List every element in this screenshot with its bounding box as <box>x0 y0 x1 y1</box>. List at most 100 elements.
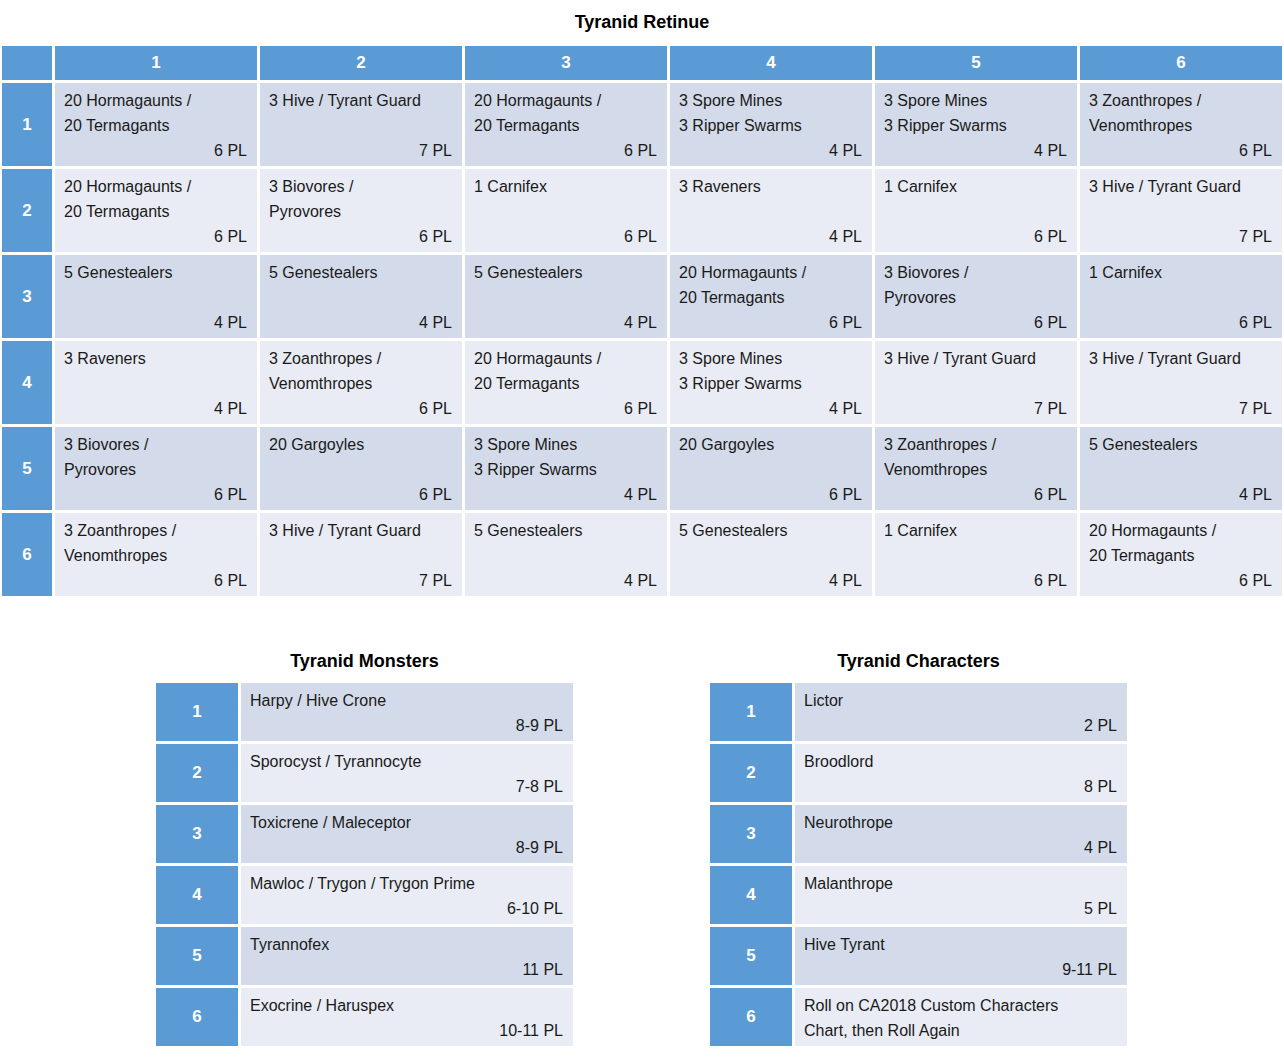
pl-value: 6 PL <box>1034 484 1067 506</box>
pl-value: 6 PL <box>419 398 452 420</box>
unit-name: 3 Spore Mines 3 Ripper Swarms <box>465 427 667 482</box>
monsters-roll-header-4: 4 <box>156 866 238 924</box>
pl-value: 4 PL <box>214 312 247 334</box>
pl-value: 6 PL <box>419 484 452 506</box>
retinue-cell-r3-c6: 1 Carnifex6 PL <box>1080 255 1282 338</box>
pl-value: 6 PL <box>624 140 657 162</box>
monsters-roll-header-6: 6 <box>156 988 238 1046</box>
pl-value: 4 PL <box>1084 837 1117 859</box>
pl-value: 7 PL <box>1239 398 1272 420</box>
retinue-cell-r1-c5: 3 Spore Mines 3 Ripper Swarms4 PL <box>875 83 1077 166</box>
characters-cell-1: Lictor2 PL <box>795 683 1127 741</box>
pl-value: 6 PL <box>1034 226 1067 248</box>
retinue-cell-r1-c2: 3 Hive / Tyrant Guard7 PL <box>260 83 462 166</box>
unit-name: 3 Raveners <box>55 341 257 371</box>
characters-roll-header-4: 4 <box>710 866 792 924</box>
unit-name: 5 Genestealers <box>465 255 667 285</box>
unit-name: Broodlord <box>795 744 1127 774</box>
unit-name: 5 Genestealers <box>260 255 462 285</box>
retinue-cell-r5-c2: 20 Gargoyles 6 PL <box>260 427 462 510</box>
pl-value: 4 PL <box>829 140 862 162</box>
retinue-cell-r6-c5: 1 Carnifex 6 PL <box>875 513 1077 596</box>
pl-value: 4 PL <box>829 570 862 592</box>
pl-value: 6 PL <box>1034 570 1067 592</box>
characters-roll-header-2: 2 <box>710 744 792 802</box>
retinue-cell-r6-c6: 20 Hormagaunts / 20 Termagants6 PL <box>1080 513 1282 596</box>
unit-name: 3 Hive / Tyrant Guard <box>260 513 462 543</box>
monsters-roll-header-1: 1 <box>156 683 238 741</box>
retinue-cell-r5-c4: 20 Gargoyles 6 PL <box>670 427 872 510</box>
retinue-cell-r4-c5: 3 Hive / Tyrant Guard 7 PL <box>875 341 1077 424</box>
monsters-cell-6: Exocrine / Haruspex10-11 PL <box>241 988 573 1046</box>
characters-cell-2: Broodlord8 PL <box>795 744 1127 802</box>
retinue-column-header-5: 5 <box>875 46 1077 80</box>
retinue-cell-r5-c6: 5 Genestealers4 PL <box>1080 427 1282 510</box>
monsters-table-title: Tyranid Monsters <box>156 651 573 672</box>
pl-value: 6 PL <box>1239 140 1272 162</box>
retinue-cell-r6-c1: 3 Zoanthropes / Venomthropes6 PL <box>55 513 257 596</box>
pl-value: 4 PL <box>829 398 862 420</box>
unit-name: 3 Hive / Tyrant Guard <box>1080 341 1282 371</box>
characters-table-title: Tyranid Characters <box>710 651 1127 672</box>
unit-name: 3 Raveners <box>670 169 872 199</box>
pl-value: 6 PL <box>624 226 657 248</box>
pl-value: 5 PL <box>1084 898 1117 920</box>
pl-value: 4 PL <box>1034 140 1067 162</box>
monsters-cell-1: Harpy / Hive Crone8-9 PL <box>241 683 573 741</box>
retinue-cell-r5-c3: 3 Spore Mines 3 Ripper Swarms4 PL <box>465 427 667 510</box>
pl-value: 11 PL <box>522 959 563 981</box>
unit-name: Malanthrope <box>795 866 1127 896</box>
retinue-cell-r3-c1: 5 Genestealers 4 PL <box>55 255 257 338</box>
retinue-cell-r3-c3: 5 Genestealers4 PL <box>465 255 667 338</box>
pl-value: 6 PL <box>829 484 862 506</box>
unit-name: 20 Hormagaunts / 20 Termagants <box>55 83 257 138</box>
retinue-cell-r2-c3: 1 Carnifex6 PL <box>465 169 667 252</box>
pl-value: 4 PL <box>214 398 247 420</box>
unit-name: 20 Gargoyles <box>260 427 462 457</box>
unit-name: 5 Genestealers <box>55 255 257 285</box>
pl-value: 6 PL <box>214 484 247 506</box>
unit-name: 20 Gargoyles <box>670 427 872 457</box>
unit-name: Harpy / Hive Crone <box>241 683 573 713</box>
characters-cell-4: Malanthrope5 PL <box>795 866 1127 924</box>
retinue-corner-cell <box>2 46 52 80</box>
unit-name: 1 Carnifex <box>1080 255 1282 285</box>
characters-cell-5: Hive Tyrant9-11 PL <box>795 927 1127 985</box>
characters-roll-header-6: 6 <box>710 988 792 1046</box>
unit-name: 3 Zoanthropes / Venomthropes <box>1080 83 1282 138</box>
characters-cell-6: Roll on CA2018 Custom Characters Chart, … <box>795 988 1127 1046</box>
unit-name: 3 Biovores / Pyrovores <box>55 427 257 482</box>
unit-name: 1 Carnifex <box>875 513 1077 543</box>
pl-value: 8-9 PL <box>516 715 563 737</box>
monsters-roll-header-3: 3 <box>156 805 238 863</box>
retinue-cell-r5-c5: 3 Zoanthropes / Venomthropes6 PL <box>875 427 1077 510</box>
unit-name: 20 Hormagaunts / 20 Termagants <box>1080 513 1282 568</box>
retinue-row-header-1: 1 <box>2 83 52 166</box>
retinue-cell-r4-c1: 3 Raveners 4 PL <box>55 341 257 424</box>
retinue-cell-r6-c4: 5 Genestealers4 PL <box>670 513 872 596</box>
unit-name: 3 Zoanthropes / Venomthropes <box>875 427 1077 482</box>
retinue-cell-r1-c6: 3 Zoanthropes / Venomthropes6 PL <box>1080 83 1282 166</box>
pl-value: 7 PL <box>1239 226 1272 248</box>
pl-value: 6 PL <box>419 226 452 248</box>
retinue-row-header-3: 3 <box>2 255 52 338</box>
retinue-row-header-4: 4 <box>2 341 52 424</box>
retinue-cell-r1-c4: 3 Spore Mines 3 Ripper Swarms4 PL <box>670 83 872 166</box>
retinue-cell-r2-c6: 3 Hive / Tyrant Guard7 PL <box>1080 169 1282 252</box>
unit-name: Roll on CA2018 Custom Characters Chart, … <box>795 988 1127 1043</box>
pl-value: 6 PL <box>624 398 657 420</box>
pl-value: 6 PL <box>1239 570 1272 592</box>
unit-name: 3 Hive / Tyrant Guard <box>875 341 1077 371</box>
pl-value: 7 PL <box>1034 398 1067 420</box>
unit-name: 3 Zoanthropes / Venomthropes <box>260 341 462 396</box>
retinue-cell-r6-c2: 3 Hive / Tyrant Guard7 PL <box>260 513 462 596</box>
retinue-cell-r2-c1: 20 Hormagaunts / 20 Termagants6 PL <box>55 169 257 252</box>
retinue-cell-r2-c2: 3 Biovores / Pyrovores6 PL <box>260 169 462 252</box>
retinue-table: 123456120 Hormagaunts / 20 Termagants6 P… <box>2 46 1282 596</box>
unit-name: 3 Biovores / Pyrovores <box>260 169 462 224</box>
retinue-cell-r3-c2: 5 Genestealers4 PL <box>260 255 462 338</box>
monsters-cell-2: Sporocyst / Tyrannocyte7-8 PL <box>241 744 573 802</box>
unit-name: Hive Tyrant <box>795 927 1127 957</box>
unit-name: 5 Genestealers <box>1080 427 1282 457</box>
pl-value: 6 PL <box>214 140 247 162</box>
